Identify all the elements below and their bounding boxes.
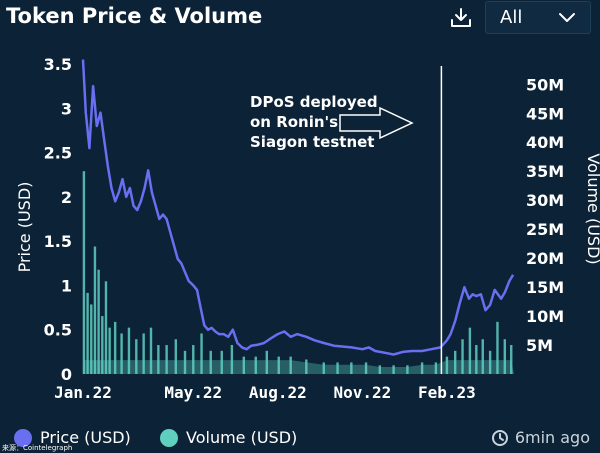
legend-label-price: Price (USD)	[40, 428, 131, 447]
x-tick-label: Jan.22	[54, 383, 112, 402]
volume-bar	[165, 345, 168, 374]
volume-bar	[481, 339, 484, 374]
legend-swatch-price	[14, 428, 32, 447]
volume-bar	[209, 350, 212, 374]
volume-bar	[108, 327, 111, 374]
y-tick-label: 2	[61, 188, 72, 207]
volume-bar	[350, 362, 353, 374]
volume-series	[82, 171, 514, 374]
price-volume-chart: 0 0.5 1 1.5 2 2.5 3 3.5 5M 10M 15M 20M 25M 30M 35M 40M 4…	[15, 55, 600, 402]
volume-bar	[364, 362, 368, 374]
volume-bar	[305, 359, 308, 374]
y-tick-label: 0.5	[44, 321, 72, 340]
y2-tick-label: 15M	[526, 278, 564, 297]
volume-bar	[127, 327, 131, 374]
volume-bar	[277, 356, 280, 374]
download-icon	[451, 8, 471, 27]
y2-tick-label: 40M	[526, 133, 564, 152]
clock-refresh-icon	[491, 429, 508, 446]
volume-bar	[445, 356, 449, 374]
volume-bar	[475, 345, 478, 374]
volume-bar	[254, 356, 257, 374]
volume-bar	[503, 339, 507, 374]
y-tick-label: 3.5	[44, 55, 72, 74]
volume-bar	[86, 292, 89, 374]
y-axis-title: Price (USD)	[15, 182, 34, 273]
y2-tick-label: 30M	[526, 191, 564, 210]
volume-bar	[468, 327, 472, 374]
y-tick-label: 1	[61, 276, 72, 295]
volume-bar	[434, 362, 438, 374]
volume-bar	[289, 356, 292, 374]
volume-bar	[420, 362, 424, 374]
volume-bar	[336, 362, 339, 374]
header: Token Price & Volume All	[0, 0, 600, 36]
volume-bar	[496, 321, 499, 374]
volume-bar	[174, 339, 178, 374]
volume-bar	[510, 345, 513, 374]
volume-bar	[101, 316, 104, 374]
legend-swatch-volume	[160, 428, 178, 447]
legend-item-volume[interactable]: Volume (USD)	[160, 428, 297, 447]
y2-tick-label: 50M	[526, 75, 564, 94]
annotation-text: DPoS deployed	[250, 93, 378, 111]
volume-bar	[230, 345, 234, 374]
volume-bar	[378, 365, 382, 374]
volume-bar	[97, 269, 100, 374]
source-credit: 来源：Cointelegraph	[2, 444, 73, 452]
y-tick-label: 3	[61, 99, 72, 118]
volume-bar	[120, 333, 123, 374]
y2-tick-label: 20M	[526, 249, 564, 268]
volume-bar	[82, 171, 86, 374]
download-button[interactable]	[448, 6, 474, 30]
x-tick-label: Aug.22	[249, 383, 307, 402]
legend-label-volume: Volume (USD)	[186, 428, 298, 447]
y-tick-label: 0	[61, 365, 72, 384]
volume-bar	[157, 345, 160, 374]
y2-axis-title: Volume (USD)	[584, 153, 600, 264]
annotation-arrow	[339, 106, 414, 140]
price-line	[81, 59, 515, 356]
y-tick-label: 2.5	[44, 144, 72, 163]
y2-tick-label: 35M	[526, 162, 564, 181]
chevron-down-icon	[559, 13, 575, 22]
range-select[interactable]: All	[485, 1, 591, 34]
volume-bar	[90, 304, 93, 374]
y2-tick-label: 10M	[526, 307, 564, 326]
y2-tick-label: 45M	[526, 104, 564, 123]
x-tick-label: May.22	[164, 383, 222, 402]
y-tick-label: 1.5	[44, 232, 72, 251]
volume-bar	[192, 345, 195, 374]
volume-bar	[453, 350, 457, 374]
volume-bar	[149, 327, 153, 374]
volume-bar	[183, 350, 187, 374]
x-tick-label: Feb.23	[418, 383, 476, 402]
y2-tick-label: 25M	[526, 220, 564, 239]
volume-bar	[242, 356, 246, 374]
annotation-text: on Ronin's	[250, 113, 338, 131]
volume-bar	[220, 350, 223, 374]
volume-bar	[113, 321, 117, 374]
volume-bar	[142, 333, 145, 374]
y2-tick-label: 5M	[526, 336, 553, 355]
volume-bar	[322, 362, 325, 374]
volume-area	[83, 360, 514, 374]
volume-bar	[392, 365, 395, 374]
legend: Price (USD) Volume (USD) 6min ago	[0, 424, 600, 451]
volume-bar	[461, 339, 464, 374]
range-select-value: All	[500, 7, 523, 28]
volume-bar	[104, 281, 108, 374]
annotation-text: Siagon testnet	[250, 133, 374, 151]
volume-bar	[200, 333, 203, 374]
legend-item-price[interactable]: Price (USD)	[14, 428, 131, 447]
volume-bar	[93, 246, 97, 374]
volume-bar	[406, 365, 409, 374]
volume-bar	[265, 350, 268, 374]
last-updated: 6min ago	[491, 428, 590, 447]
x-tick-label: Nov.22	[333, 383, 391, 402]
last-updated-text: 6min ago	[514, 428, 590, 447]
page-title: Token Price & Volume	[6, 4, 263, 28]
volume-bar	[488, 350, 492, 374]
volume-bar	[135, 339, 138, 374]
